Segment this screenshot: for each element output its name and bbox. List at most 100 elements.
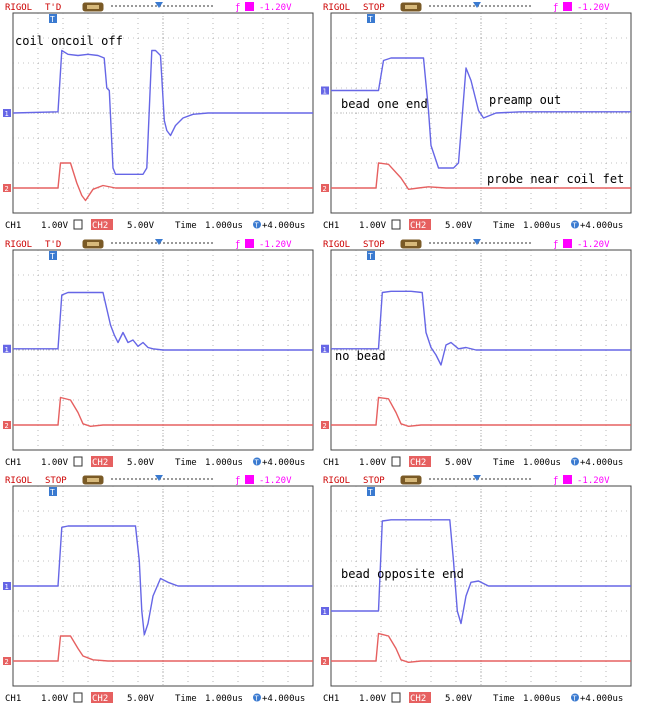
bandwidth-limit-icon [73, 456, 83, 467]
ch2-level-marker: 2 [3, 421, 11, 430]
trigger-source-icon [563, 475, 572, 484]
scope-panel: RIGOL STOP ƒ -1.20V T 1 2 bead opposite end CH1 1… [321, 473, 633, 708]
ch1-scale: 1.00V [359, 221, 387, 231]
time-scale: 1.000us [205, 458, 243, 468]
trigger-level: -1.20V [259, 3, 292, 13]
trigger-source-icon [563, 239, 572, 248]
ch1-trace [12, 49, 313, 176]
annotation-label: coil off [65, 34, 123, 48]
run-state: STOP [363, 240, 385, 250]
run-state: STOP [45, 476, 67, 486]
ch2-level-marker: 2 [3, 657, 11, 666]
run-state: T'D [45, 3, 61, 13]
annotation-label: probe near coil fet [487, 172, 624, 186]
trigger-position-icon [155, 475, 163, 481]
time-label: Time [175, 221, 197, 231]
svg-text:T: T [368, 15, 373, 24]
bandwidth-limit-icon [391, 456, 401, 467]
ch2-level-marker: 2 [321, 657, 329, 666]
ch1-scale: 1.00V [41, 221, 69, 231]
ch1-level-marker: 1 [3, 582, 11, 591]
svg-text:2: 2 [323, 422, 327, 430]
svg-text:T: T [255, 695, 260, 703]
trigger-source-icon [245, 2, 254, 11]
ch1-label: CH1 [323, 221, 339, 231]
ch2-label-bg [409, 692, 431, 703]
memory-icon-fill [87, 5, 99, 9]
trigger-time-marker: T [49, 487, 57, 497]
trigger-position-icon [473, 475, 481, 481]
edge-trigger-icon: ƒ [553, 240, 558, 250]
bandwidth-limit-icon [391, 219, 401, 230]
svg-text:T: T [573, 459, 578, 467]
scope-display: RIGOL STOP ƒ -1.20V T 1 2 no bead CH1 1.00V CH2 5.0… [321, 239, 632, 468]
ch1-trace [331, 519, 631, 625]
ch2-trace [331, 632, 631, 664]
ch1-level-marker: 1 [3, 344, 11, 354]
delay-value: +4.000us [580, 458, 623, 468]
bandwidth-limit-icon [73, 219, 83, 230]
memory-icon-fill [405, 242, 417, 246]
ch1-label: CH1 [323, 458, 339, 468]
ch2-label-bg [409, 219, 431, 230]
trigger-position-icon [473, 2, 481, 8]
brand-label: RIGOL [5, 476, 32, 486]
ch1-scale: 1.00V [41, 458, 69, 468]
trigger-source-icon [563, 2, 572, 11]
ch1-level-marker: 1 [3, 109, 11, 118]
svg-text:T: T [50, 252, 55, 261]
ch2-label: CH2 [410, 694, 426, 704]
annotation-label: coil on [15, 34, 66, 48]
time-label: Time [175, 694, 197, 704]
ch1-scale: 1.00V [359, 458, 387, 468]
ch2-label-bg [91, 692, 113, 703]
delay-value: +4.000us [580, 694, 623, 704]
ch2-label-bg [91, 456, 113, 467]
trigger-source-icon [245, 239, 254, 248]
ch1-scale: 1.00V [41, 694, 69, 704]
brand-label: RIGOL [323, 240, 350, 250]
trigger-time-marker: T [49, 14, 57, 24]
ch2-scale: 5.00V [445, 221, 473, 231]
delay-value: +4.000us [262, 694, 305, 704]
ch2-label-bg [409, 456, 431, 467]
ch1-label: CH1 [5, 221, 21, 231]
edge-trigger-icon: ƒ [553, 3, 558, 13]
edge-trigger-icon: ƒ [235, 476, 240, 486]
ch1-label: CH1 [5, 458, 21, 468]
trigger-position-icon [155, 239, 163, 245]
ch2-trace [331, 162, 631, 191]
svg-text:1: 1 [5, 583, 9, 591]
delay-value: +4.000us [580, 221, 623, 231]
brand-label: RIGOL [5, 3, 32, 13]
ch2-trace [13, 396, 313, 428]
ch1-trace [13, 291, 313, 351]
bandwidth-limit-icon [73, 692, 83, 703]
time-label: Time [493, 694, 515, 704]
trigger-level: -1.20V [259, 240, 292, 250]
svg-text:2: 2 [5, 422, 9, 430]
ch2-scale: 5.00V [127, 458, 155, 468]
trigger-level: -1.20V [577, 240, 610, 250]
time-scale: 1.000us [523, 458, 561, 468]
trigger-position-icon [155, 2, 163, 8]
delay-icon: T [253, 693, 261, 703]
svg-text:1: 1 [323, 608, 327, 616]
memory-icon-fill [405, 5, 417, 9]
trigger-time-marker: T [49, 251, 57, 261]
delay-icon: T [253, 457, 261, 467]
svg-text:1: 1 [5, 110, 9, 118]
ch1-trace [331, 290, 631, 366]
svg-text:T: T [573, 222, 578, 230]
ch2-level-marker: 2 [3, 184, 11, 193]
ch2-label: CH2 [92, 458, 108, 468]
run-state: STOP [363, 476, 385, 486]
delay-icon: T [571, 693, 579, 703]
brand-label: RIGOL [5, 240, 32, 250]
memory-icon-fill [87, 478, 99, 482]
scope-panel: RIGOL T'D ƒ -1.20V T 1 2 CH1 1.00V CH2 5.00V Time 1.… [3, 237, 315, 472]
trigger-time-marker: T [367, 14, 375, 24]
delay-value: +4.000us [262, 458, 305, 468]
delay-icon: T [253, 220, 261, 230]
run-state: T'D [45, 240, 61, 250]
